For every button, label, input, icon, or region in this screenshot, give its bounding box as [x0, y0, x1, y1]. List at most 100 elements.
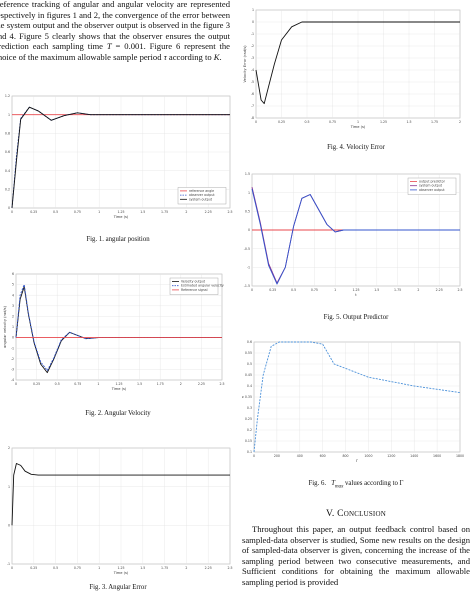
fig5-legend-entry: output predictor [419, 180, 446, 184]
figure-1-chart: 0 0.25 0.5 0.75 1 1.25 1.5 1.75 2 2.25 2.5 0 0.2 0.4 0… [5, 94, 233, 219]
intro-paragraph: Reference tracking of angular and angula… [0, 0, 230, 63]
fig5-x-tick-label: 1.5 [374, 288, 379, 292]
figure-2-chart: 0 0.25 0.5 0.75 1 1.25 1.5 1.75 2 2.25 2.5 -4 -3 -2 -1… [3, 272, 225, 391]
fig3-x-tick-label: 2 [185, 566, 187, 570]
fig5-y-tick-label: 0.5 [245, 209, 250, 213]
fig1-x-tick-label: 2 [185, 210, 187, 214]
figure-6-caption: Fig. 6. Tmax values according to Γ [238, 480, 474, 489]
fig5-x-tick-label: 2.5 [457, 288, 462, 292]
fig4-x-tick-label: 0.5 [304, 120, 309, 124]
fig1-y-tick-label: 1.2 [5, 94, 10, 98]
fig2-x-tick-label: 1.5 [137, 382, 142, 386]
fig2-x-tick-label: 0.75 [74, 382, 81, 386]
fig2-x-axis-label: Time (s) [111, 387, 127, 391]
intro-segment: τ [163, 51, 167, 62]
fig1-x-tick-label: 0 [11, 210, 13, 214]
fig1-y-tick-label: 0 [8, 206, 10, 210]
fig3-x-tick-label: 0.5 [53, 566, 58, 570]
fig5-y-tick-label: 0 [248, 228, 250, 232]
fig2-y-tick-label: -1 [11, 346, 14, 350]
conclusion-heading: V. Conclusion [238, 508, 474, 519]
fig3-y-tick-label: 1 [8, 485, 10, 489]
conclusion-paragraph: Throughout this paper, an output feedbac… [242, 524, 470, 587]
fig2-y-tick-label: 0 [12, 336, 14, 340]
fig6-x-tick-label: 800 [343, 454, 349, 458]
fig1-x-tick-label: 2.5 [227, 210, 232, 214]
fig3-x-axis-label: Time (s) [113, 571, 129, 575]
fig1-y-tick-label: 1 [8, 113, 10, 117]
fig1-x-tick-label: 0.25 [30, 210, 37, 214]
intro-segment: Reference tracking of angular and angula… [0, 0, 230, 52]
fig1-x-tick-label: 1 [98, 210, 100, 214]
fig5-legend-entry: system output [419, 184, 443, 188]
fig6-series-line-1 [253, 341, 461, 453]
fig1-legend-box [177, 187, 227, 205]
fig1-x-axis-label: Time (s) [113, 215, 129, 219]
fig5-x-tick-label: 1.25 [352, 288, 359, 292]
figure-6-label: Fig. 6. [308, 480, 327, 487]
fig6-x-tick-label: 200 [274, 454, 280, 458]
fig5-legend-box [407, 177, 457, 195]
fig4-y-tick-label: 1 [252, 8, 254, 12]
fig3-x-tick-label: 1.5 [140, 566, 145, 570]
fig2-x-tick-label: 2 [180, 382, 182, 386]
fig4-x-tick-label: 1.75 [431, 120, 438, 124]
intro-segment: K [213, 51, 220, 62]
figure-6-chart: 0 200 400 600 800 1000 1200 1400 1600 1800 0.1 0.15… [241, 340, 464, 463]
figure-2-caption: Fig. 2. Angular Velocity [85, 410, 151, 417]
fig3-x-tick-label: 1.25 [117, 566, 124, 570]
fig2-y-tick-label: 5 [12, 283, 14, 287]
fig4-x-tick-label: 1 [357, 120, 359, 124]
fig2-y-tick-label: -4 [11, 378, 14, 382]
fig6-y-tick-label: 0.6 [247, 340, 252, 344]
fig6-y-tick-label: 0.35 [245, 395, 252, 399]
fig6-x-axis-label: Γ [356, 459, 358, 463]
fig4-y-axis-label: Velocity Error (rad/s) [243, 45, 247, 83]
figure-6-sub: max [334, 484, 344, 490]
conclusion-title: Conclusion [337, 508, 386, 519]
fig6-x-tick-label: 1800 [456, 454, 464, 458]
fig1-legend-entry: system output [189, 197, 213, 201]
fig5-x-tick-label: 1 [334, 288, 336, 292]
fig5-x-tick-label: 0.5 [291, 288, 296, 292]
fig4-y-tick-label: -4 [251, 68, 254, 72]
fig2-y-tick-label: -2 [11, 357, 14, 361]
fig2-y-tick-label: -3 [11, 368, 14, 372]
fig4-y-tick-label: -3 [251, 56, 254, 60]
fig5-y-tick-label: -1 [247, 265, 250, 269]
fig2-legend-box [169, 277, 219, 295]
fig4-x-tick-label: 0 [255, 120, 257, 124]
fig2-legend-entry: Reference signal [181, 288, 208, 292]
fig4-x-tick-label: 1.5 [406, 120, 411, 124]
fig3-series-line-1 [11, 463, 230, 526]
fig2-x-tick-label: 0.5 [55, 382, 60, 386]
fig2-series-line-2 [15, 284, 222, 371]
figure-2: 0 0.25 0.5 0.75 1 1.25 1.5 1.75 2 2.25 2.5 -4 -3 -2 -1… [0, 262, 236, 402]
fig2-x-tick-label: 1.75 [157, 382, 164, 386]
fig5-x-tick-label: 0.25 [269, 288, 276, 292]
figure-1-caption: Fig. 1. angular position [86, 236, 150, 243]
fig4-y-tick-label: -2 [251, 44, 254, 48]
fig1-x-tick-label: 2.25 [205, 210, 212, 214]
fig2-y-tick-label: 2 [12, 315, 14, 319]
fig3-x-tick-label: 0 [11, 566, 13, 570]
fig6-x-tick-label: 600 [320, 454, 326, 458]
fig3-x-tick-label: 2.5 [227, 566, 232, 570]
fig1-legend-entry: reference angle [189, 189, 214, 193]
fig6-y-tick-label: 0.5 [247, 362, 252, 366]
fig5-x-tick-label: 0 [251, 288, 253, 292]
fig3-y-tick-label: -1 [7, 562, 10, 566]
fig6-x-tick-label: 400 [297, 454, 303, 458]
fig3-x-tick-label: 2.25 [205, 566, 212, 570]
fig1-x-tick-label: 1.25 [117, 210, 124, 214]
fig1-legend-entry: observer output [189, 193, 215, 197]
fig4-x-tick-label: 2 [459, 120, 461, 124]
fig4-series-line-1 [255, 21, 460, 105]
fig5-x-tick-label: 0.75 [311, 288, 318, 292]
fig4-y-tick-label: -1 [251, 32, 254, 36]
figure-6: 0 200 400 600 800 1000 1200 1400 1600 1800 0.1 0.15… [238, 334, 474, 472]
intro-segment: T [106, 41, 112, 52]
fig5-legend-entry: observer output [419, 188, 445, 192]
fig6-y-tick-label: 0.55 [245, 351, 252, 355]
